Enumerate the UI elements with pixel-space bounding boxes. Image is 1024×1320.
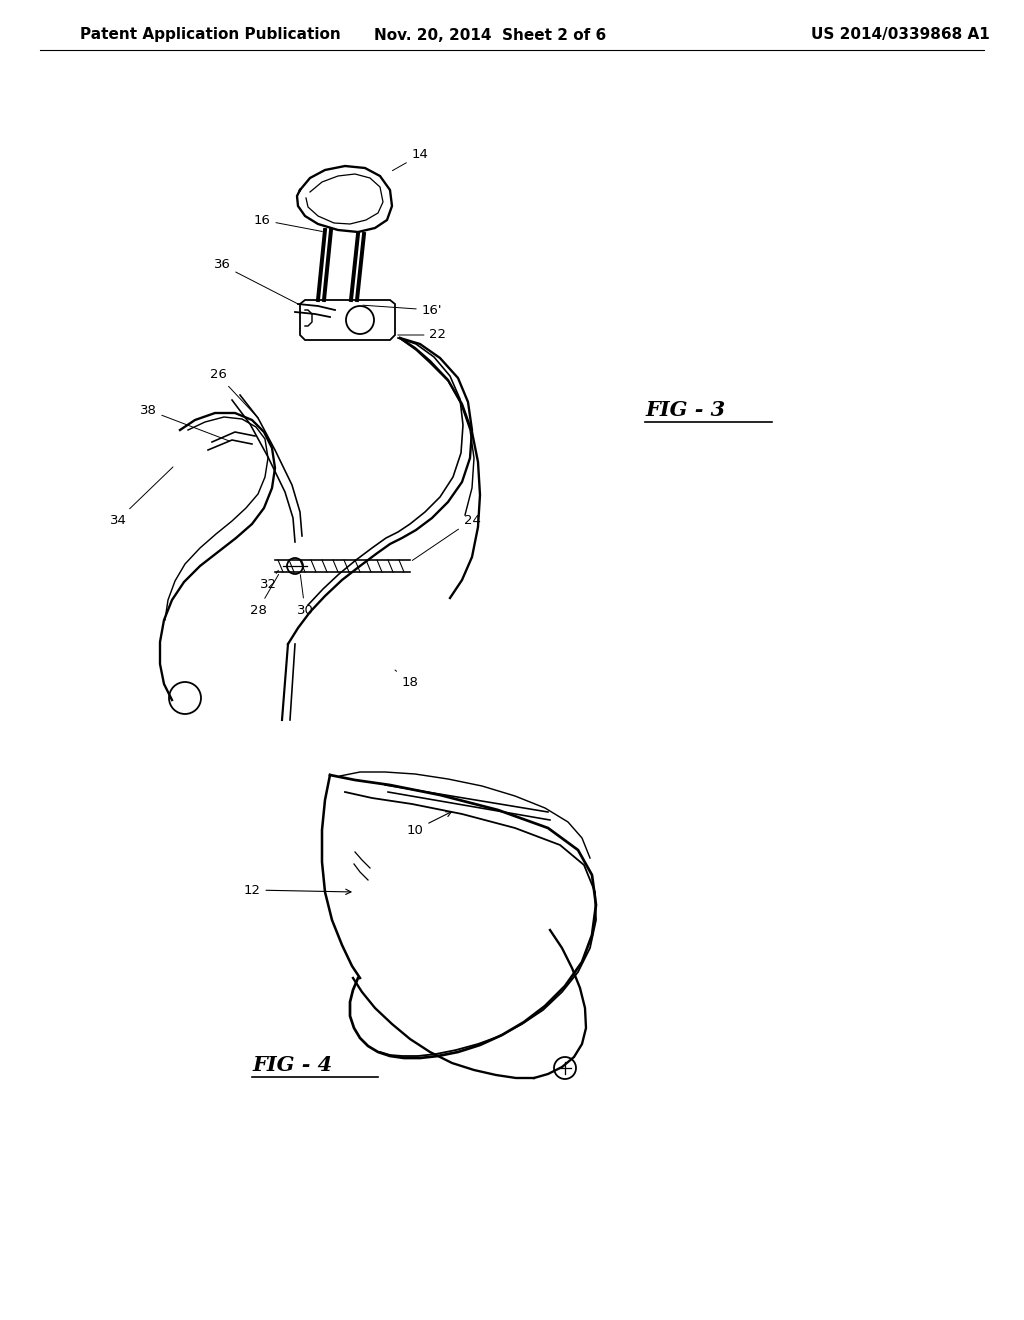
Text: 22: 22 — [397, 329, 446, 342]
Text: 34: 34 — [110, 467, 173, 527]
Text: 10: 10 — [407, 812, 452, 837]
Text: 16': 16' — [362, 304, 442, 317]
Text: 24: 24 — [413, 513, 480, 561]
Text: US 2014/0339868 A1: US 2014/0339868 A1 — [811, 28, 989, 42]
Text: 18: 18 — [395, 671, 419, 689]
Text: 30: 30 — [297, 574, 313, 616]
Text: Nov. 20, 2014  Sheet 2 of 6: Nov. 20, 2014 Sheet 2 of 6 — [374, 28, 606, 42]
Text: 32: 32 — [259, 570, 279, 591]
Text: 16: 16 — [254, 214, 323, 231]
Text: 28: 28 — [250, 574, 279, 616]
Text: 26: 26 — [210, 368, 258, 418]
Text: FIG - 3: FIG - 3 — [645, 400, 725, 420]
Text: 12: 12 — [244, 883, 351, 896]
Text: Patent Application Publication: Patent Application Publication — [80, 28, 341, 42]
Text: 36: 36 — [214, 259, 300, 305]
Text: 38: 38 — [139, 404, 229, 441]
Text: FIG - 4: FIG - 4 — [252, 1055, 332, 1074]
Text: 14: 14 — [392, 149, 428, 170]
Polygon shape — [300, 300, 395, 341]
